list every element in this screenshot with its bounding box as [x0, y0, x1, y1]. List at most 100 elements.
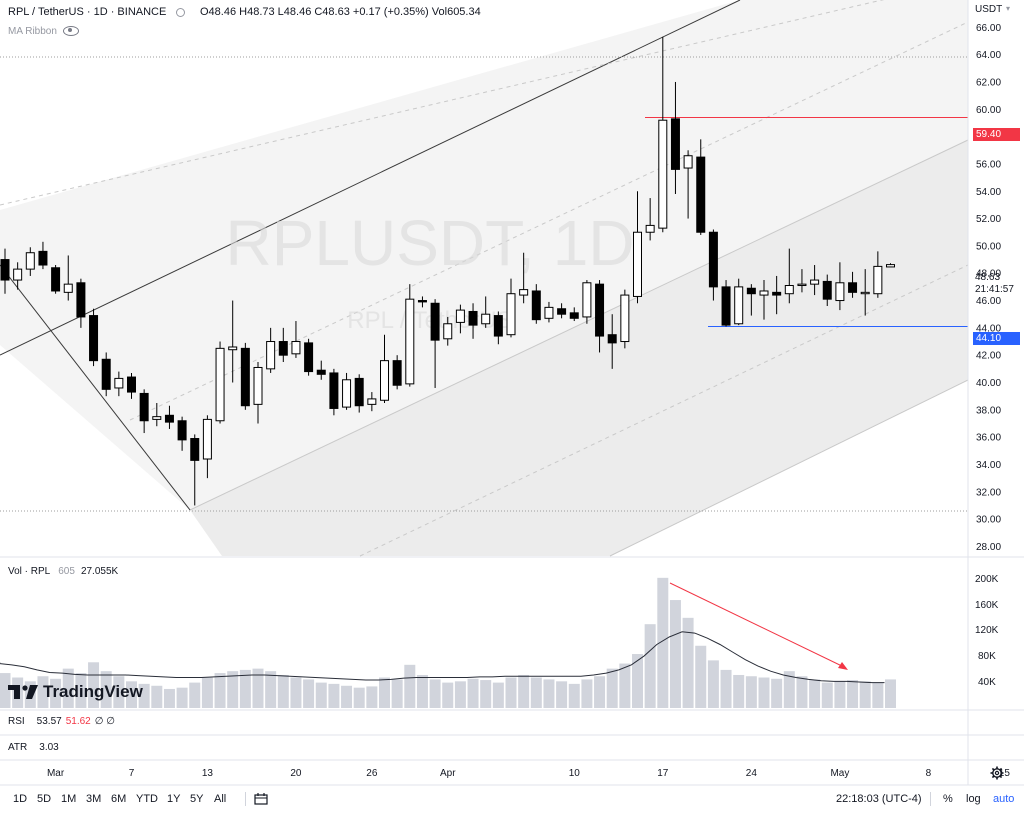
time-tick-label: 13	[202, 768, 214, 779]
volume-bar	[847, 680, 859, 708]
candle-down	[557, 308, 567, 315]
candle-up	[835, 282, 845, 302]
ohlc-values: O48.46 H48.73 L48.46 C48.63 +0.17 (+0.35…	[200, 6, 481, 18]
volume-bar	[632, 654, 643, 708]
bar-countdown: 21:41:57	[975, 284, 1014, 295]
atr-label: ATR	[8, 742, 28, 753]
candle-up	[228, 346, 238, 351]
time-axis[interactable]: Mar 7 13 20 26 Apr 10 17 24 May 8 15	[47, 768, 1010, 779]
volume-bar	[429, 679, 441, 708]
resistance-price-tag: 59.40	[973, 128, 1020, 141]
price-tick-label: 52.00	[976, 214, 1001, 225]
volume-bar	[163, 688, 175, 708]
candle-down	[746, 287, 756, 295]
volume-bar	[113, 676, 125, 708]
tradingview-logo-icon	[8, 685, 38, 699]
candle-up	[253, 366, 263, 405]
rsi-empty-values: ∅ ∅	[94, 716, 115, 727]
range-1m-button[interactable]: 1M	[61, 793, 77, 805]
candle-up	[519, 289, 529, 296]
atr-legend[interactable]: ATR 3.03	[8, 742, 59, 753]
volume-axis-120k: 120K	[975, 625, 999, 636]
toolbar-divider	[245, 792, 246, 806]
candle-up	[380, 360, 389, 401]
candle-up	[759, 290, 769, 296]
volume-axis-40k: 40K	[978, 677, 996, 688]
range-all-button[interactable]: All	[214, 793, 227, 805]
candle-down	[354, 377, 364, 407]
indicator-ma-ribbon[interactable]: MA Ribbon	[8, 26, 79, 37]
candle-down	[164, 414, 174, 423]
trend-arrow[interactable]	[669, 582, 847, 669]
trend-arrow-head	[838, 662, 848, 670]
candle-up	[405, 298, 415, 385]
candle-down	[772, 291, 782, 296]
rsi-legend[interactable]: RSI 53.57 51.62 ∅ ∅	[8, 716, 115, 727]
volume-legend[interactable]: Vol · RPL 605 27.055K	[8, 566, 118, 577]
price-tick-label: 50.00	[976, 241, 1001, 252]
candle-down	[329, 372, 339, 409]
volume-axis-200k: 200K	[975, 574, 999, 585]
volume-bar	[353, 687, 365, 708]
candle-up	[633, 231, 642, 297]
candle-up	[683, 155, 693, 169]
candle-down	[304, 342, 314, 373]
volume-bar	[227, 671, 239, 708]
volume-bar	[771, 678, 783, 708]
candle-down	[721, 286, 731, 326]
gear-icon[interactable]	[990, 766, 1004, 780]
auto-toggle[interactable]: auto	[993, 793, 1015, 805]
price-tick-label: 62.00	[976, 77, 1001, 88]
time-tick-label: 15	[999, 768, 1011, 779]
volume-bar	[530, 677, 542, 708]
volume-series	[0, 577, 896, 708]
percent-toggle[interactable]: %	[943, 793, 953, 805]
tradingview-logo[interactable]: TradingView	[8, 682, 143, 702]
time-tick-label: 7	[129, 768, 135, 779]
volume-bar	[252, 668, 264, 708]
volume-bar	[644, 624, 656, 708]
currency-label[interactable]: USDT	[975, 4, 1003, 15]
candle-up	[342, 379, 352, 408]
candle-down	[822, 280, 832, 300]
volume-bar	[669, 600, 681, 708]
range-5d-button[interactable]: 5D	[37, 793, 52, 805]
candle-down	[531, 290, 541, 321]
candle-up	[620, 294, 630, 343]
symbol-title[interactable]: RPL / TetherUS · 1D · BINANCE	[8, 6, 186, 18]
candle-down	[670, 118, 680, 170]
candle-up	[443, 323, 453, 340]
volume-bar	[126, 681, 137, 708]
date-range-icon[interactable]	[254, 793, 268, 805]
candle-up	[810, 279, 820, 285]
volume-bar	[328, 683, 340, 708]
range-1d-button[interactable]: 1D	[13, 793, 28, 805]
volume-bar	[151, 685, 163, 708]
volume-bar	[606, 668, 618, 708]
volume-bar	[416, 674, 428, 708]
candle-up	[266, 341, 276, 370]
range-ytd-button[interactable]: YTD	[136, 793, 158, 805]
chevron-down-icon[interactable]: ▾	[1006, 4, 1011, 13]
candle-up	[582, 282, 592, 318]
volume-bar	[695, 645, 707, 708]
rsi-label: RSI	[8, 716, 25, 727]
volume-axis-160k: 160K	[975, 600, 999, 611]
volume-settings: 605	[58, 566, 75, 577]
clock-timezone[interactable]: 22:18:03 (UTC-4)	[836, 793, 922, 805]
candle-up	[734, 286, 744, 325]
range-3m-button[interactable]: 3M	[86, 793, 102, 805]
eye-icon[interactable]	[62, 26, 79, 37]
range-6m-button[interactable]: 6M	[111, 793, 127, 805]
range-5y-button[interactable]: 5Y	[190, 793, 204, 805]
time-tick-label: 17	[657, 768, 669, 779]
log-toggle[interactable]: log	[966, 793, 981, 805]
volume-bar	[138, 683, 150, 708]
range-1y-button[interactable]: 1Y	[167, 793, 181, 805]
volume-bar	[480, 680, 492, 708]
volume-bar	[657, 577, 669, 708]
volume-bar	[277, 674, 289, 708]
candle-down	[493, 315, 503, 337]
candle-down	[848, 282, 858, 293]
